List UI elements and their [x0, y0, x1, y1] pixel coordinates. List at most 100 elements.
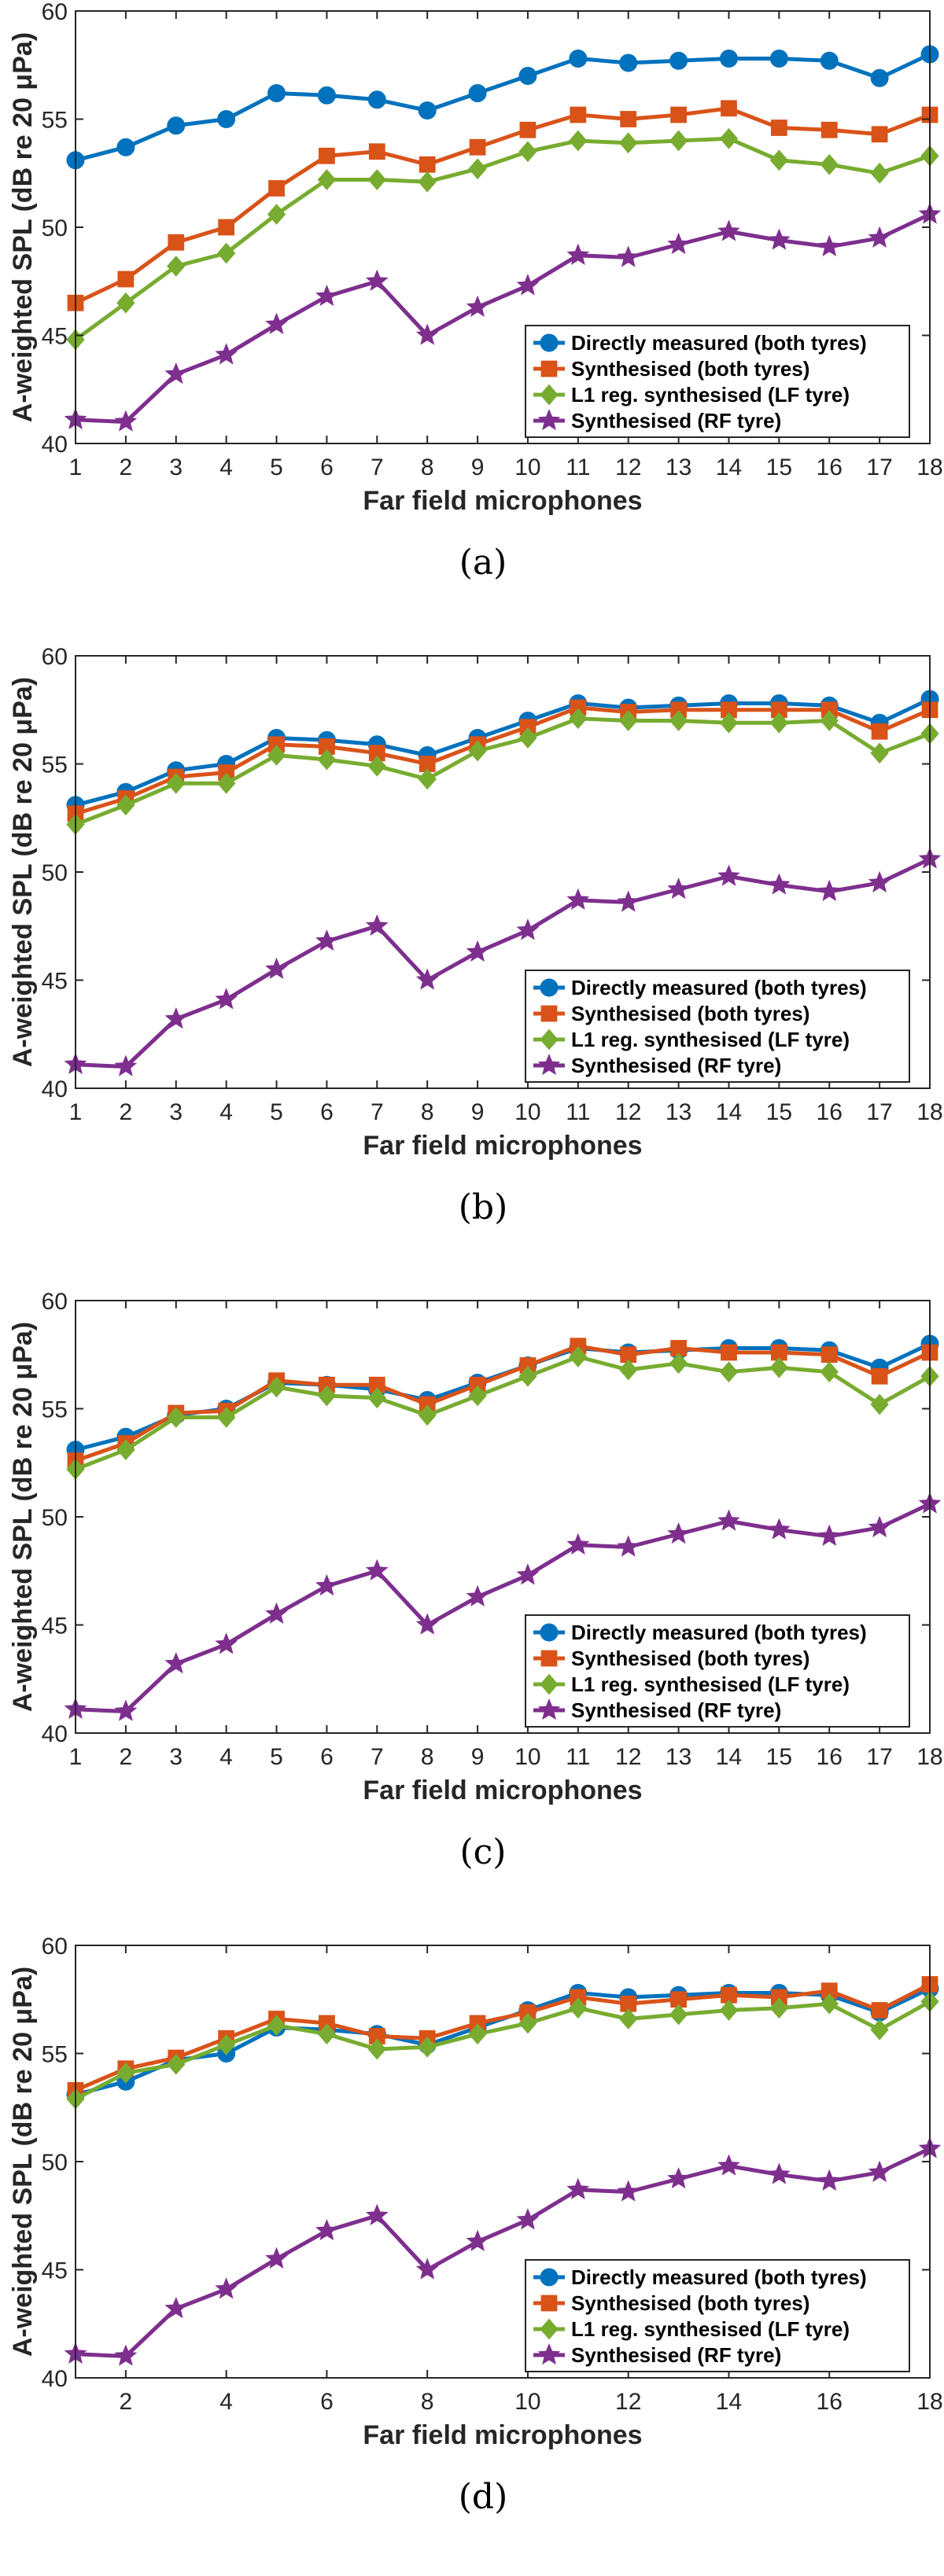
legend-label: Synthesised (RF tyre): [571, 1698, 781, 1722]
data-point: [669, 51, 688, 70]
data-point: [717, 219, 740, 241]
data-point: [315, 1573, 338, 1596]
series-line: [74, 106, 931, 305]
x-tick-label: 12: [615, 1099, 641, 1125]
y-tick-label: 50: [42, 1505, 68, 1531]
x-tick-label: 2: [120, 454, 133, 480]
y-tick-label: 50: [42, 2150, 68, 2176]
data-point: [167, 2053, 186, 2075]
data-point: [868, 2160, 891, 2182]
data-point: [265, 1602, 288, 1624]
x-tick-label: 10: [514, 454, 540, 480]
chart-panel-4: 2 4 6 8 10 12 14 16 18 40 45 50 55 60 Far field microp…: [8, 1934, 943, 2517]
x-tick-label: 15: [766, 1099, 792, 1125]
x-tick-label: 1: [69, 1744, 83, 1770]
panel-caption: (d): [459, 2477, 508, 2517]
y-tick-label: 50: [42, 215, 68, 241]
data-point: [820, 121, 838, 138]
x-tick-label: 4: [219, 454, 233, 480]
data-point: [667, 2166, 690, 2189]
data-point: [215, 2277, 238, 2299]
series-4: [64, 1492, 942, 1721]
x-tick-label: 2: [120, 1744, 133, 1770]
data-point: [870, 2018, 889, 2041]
data-point: [769, 149, 789, 171]
legend-entry-1: Directly measured (both tyres): [533, 2265, 867, 2289]
legend-entry-3: L1 reg. synthesised (LF tyre): [533, 383, 850, 407]
data-point: [719, 50, 738, 68]
x-tick-label: 7: [371, 1744, 384, 1770]
data-point: [566, 1533, 590, 1555]
legend-label: L1 reg. synthesised (LF tyre): [571, 383, 850, 407]
data-point: [569, 130, 588, 152]
data-point: [216, 2034, 236, 2055]
legend-label: Synthesised (RF tyre): [571, 1054, 781, 1077]
y-axis-label: A-weighted SPL (dB re 20 μPa): [8, 1967, 38, 2357]
data-point: [617, 2180, 640, 2202]
y-tick-label: 60: [42, 1934, 68, 1960]
data-point: [566, 888, 590, 910]
data-point: [367, 2038, 386, 2060]
data-point: [216, 1407, 236, 1428]
data-point: [265, 2247, 288, 2269]
data-point: [670, 106, 687, 123]
data-point: [719, 2000, 739, 2021]
data-point: [468, 2023, 487, 2045]
chart-panel-2: 1 2 3 4 5 6 7 8 9 10 11 12 13 14 15 16 17 184045505560Far…: [8, 644, 943, 1227]
x-tick-label: 12: [615, 2389, 641, 2415]
data-point: [167, 256, 186, 277]
data-point: [468, 84, 487, 102]
x-axis-label: Far field microphones: [363, 486, 642, 516]
legend-label: Synthesised (both tyres): [571, 357, 809, 381]
data-point: [719, 1361, 739, 1383]
x-tick-label: 14: [716, 2389, 742, 2415]
series-line: [75, 2147, 931, 2358]
data-point: [870, 68, 889, 87]
data-point: [114, 2344, 138, 2366]
x-tick-label: 14: [716, 1744, 742, 1770]
data-point: [820, 1361, 839, 1383]
data-point: [418, 101, 437, 120]
series-3: [66, 1346, 939, 1480]
data-point: [620, 111, 637, 127]
data-point: [317, 749, 337, 771]
data-point: [415, 323, 439, 345]
chart-panel-3: 1 2 3 4 5 6 7 8 9 10 11 12 13 14 15 16 17 184045505560Far…: [8, 1289, 943, 1872]
data-point: [669, 130, 688, 152]
legend-box: [525, 970, 910, 1083]
data-point: [570, 106, 587, 123]
data-point: [217, 110, 236, 128]
series-2: [67, 1976, 938, 2099]
legend-entry-3: L1 reg. synthesised (LF tyre): [533, 2317, 850, 2341]
series-1: [66, 45, 939, 170]
x-tick-label: 3: [169, 454, 183, 480]
panel-caption: (b): [459, 1187, 508, 1227]
data-point: [667, 877, 690, 900]
y-tick-label: 60: [42, 0, 68, 25]
legend-entry-2: Synthesised (both tyres): [533, 1002, 809, 1025]
x-tick-label: 16: [817, 1744, 843, 1770]
x-tick-label: 5: [270, 1099, 283, 1125]
legend-marker: [537, 408, 561, 431]
data-point: [820, 1346, 838, 1363]
data-point: [768, 2162, 791, 2184]
data-point: [817, 879, 841, 901]
x-tick-label: 13: [666, 454, 691, 480]
legend-label: Directly measured (both tyres): [571, 331, 867, 355]
data-point: [367, 169, 386, 190]
x-tick-label: 8: [421, 454, 434, 480]
legend-marker: [540, 333, 559, 352]
data-point: [518, 1365, 537, 1387]
y-tick-label: 55: [42, 2042, 68, 2068]
data-point: [871, 723, 888, 740]
legend-label: L1 reg. synthesised (LF tyre): [571, 1673, 850, 1696]
y-tick-label: 40: [42, 1721, 68, 1747]
data-point: [721, 1344, 737, 1361]
data-point: [315, 284, 338, 307]
data-point: [267, 2015, 286, 2037]
data-point: [871, 2002, 888, 2018]
x-tick-label: 12: [615, 1744, 641, 1770]
data-point: [317, 86, 336, 105]
data-point: [768, 228, 791, 250]
data-point: [868, 1515, 891, 1537]
